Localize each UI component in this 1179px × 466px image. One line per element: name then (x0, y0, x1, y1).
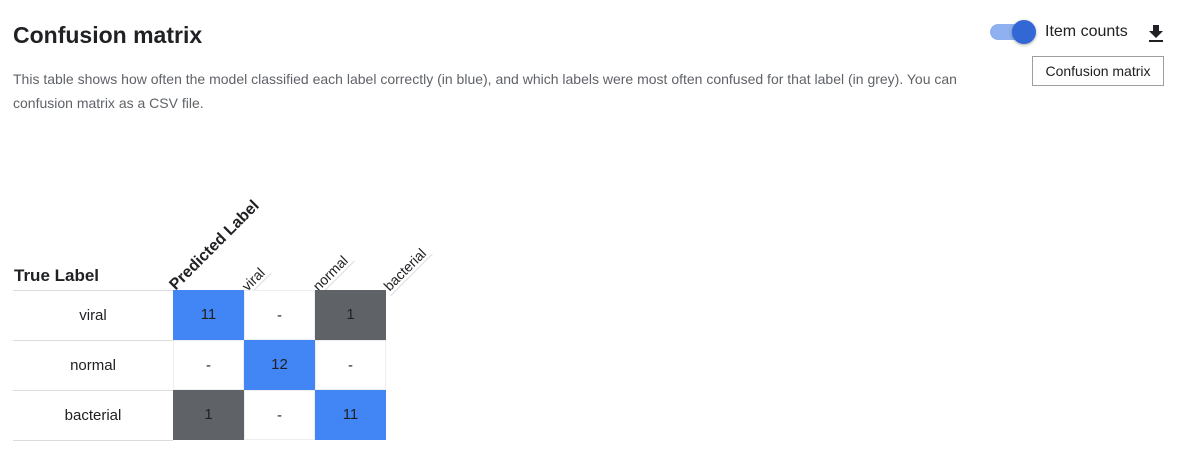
table-row: viral 11 - 1 (13, 290, 386, 340)
matrix-cell[interactable]: 1 (315, 290, 386, 340)
description: This table shows how often the model cla… (13, 67, 1033, 115)
matrix-cell[interactable]: 11 (315, 390, 386, 440)
page-title: Confusion matrix (13, 22, 203, 48)
table-row: normal - 12 - (13, 340, 386, 390)
matrix-cell[interactable]: 12 (244, 340, 315, 390)
matrix-cell[interactable]: - (244, 390, 315, 440)
matrix-cell[interactable]: - (244, 290, 315, 340)
matrix-cell[interactable]: 1 (173, 390, 244, 440)
table-row: bacterial 1 - 11 (13, 390, 386, 441)
row-label-normal: normal (13, 340, 173, 390)
row-label-viral: viral (13, 290, 173, 340)
confusion-matrix-table: viral 11 - 1 normal - 12 - bacterial 1 -… (13, 290, 386, 441)
true-label-header: True Label (14, 266, 100, 285)
download-button[interactable] (1144, 22, 1168, 46)
matrix-cell[interactable]: - (315, 340, 386, 390)
item-counts-toggle[interactable] (990, 20, 1036, 44)
item-counts-label: Item counts (1045, 23, 1128, 40)
description-line-2: confusion matrix as a CSV file. (13, 95, 204, 111)
description-line-1: This table shows how often the model cla… (13, 71, 957, 87)
matrix-cell[interactable]: 11 (173, 290, 244, 340)
matrix-cell[interactable]: - (173, 340, 244, 390)
download-icon (1149, 25, 1163, 42)
toggle-thumb (1012, 20, 1036, 44)
row-label-bacterial: bacterial (13, 390, 173, 441)
download-tooltip: Confusion matrix (1032, 56, 1164, 86)
column-header-bacterial: bacterial (379, 242, 433, 297)
